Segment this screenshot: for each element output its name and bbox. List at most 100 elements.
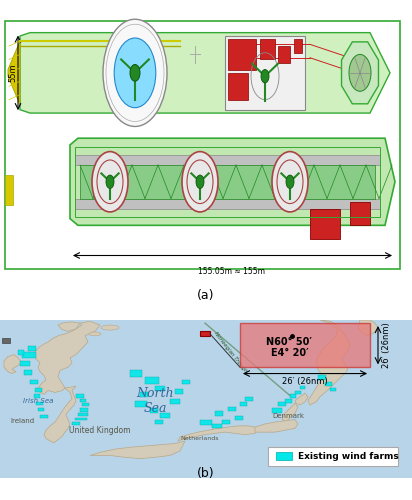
Bar (76, 394, 84, 398)
Bar (155, 386, 165, 391)
Ellipse shape (89, 332, 101, 336)
Circle shape (92, 152, 128, 212)
Bar (30, 380, 38, 384)
Bar (38, 408, 44, 412)
Bar (215, 412, 223, 416)
Bar (5, 175, 13, 205)
Ellipse shape (101, 325, 119, 330)
Bar (75, 418, 87, 420)
Text: 26′ (26nm): 26′ (26nm) (282, 378, 328, 386)
Circle shape (106, 175, 114, 188)
Polygon shape (358, 320, 378, 336)
Text: Norwegian Trough: Norwegian Trough (213, 332, 248, 374)
Bar (130, 370, 142, 376)
Text: 155.05m ≈ 155m: 155.05m ≈ 155m (199, 267, 265, 276)
Bar (272, 408, 282, 413)
Polygon shape (20, 32, 390, 113)
Text: N60° 50′
E4° 20′: N60° 50′ E4° 20′ (267, 336, 312, 358)
Text: United Kingdom: United Kingdom (69, 426, 131, 434)
Text: Denmark: Denmark (272, 413, 304, 419)
Bar (295, 390, 301, 394)
Text: Ireland: Ireland (10, 418, 34, 424)
Bar (36, 402, 43, 405)
Text: Existing wind farms: Existing wind farms (298, 452, 399, 460)
Text: Netherlands: Netherlands (181, 436, 219, 441)
Bar (182, 380, 190, 384)
Bar (75, 155, 380, 165)
Circle shape (130, 64, 140, 81)
Bar (2, 338, 10, 342)
Bar (5, 21, 400, 269)
Bar (300, 386, 305, 390)
Polygon shape (8, 41, 20, 104)
Bar (235, 416, 243, 420)
Bar (294, 40, 302, 52)
Bar (24, 370, 32, 376)
Bar (290, 394, 296, 398)
Bar (278, 402, 286, 406)
Bar (228, 407, 236, 410)
Bar (20, 361, 30, 366)
Bar (80, 399, 86, 402)
Bar (72, 422, 80, 425)
Circle shape (103, 19, 167, 126)
Bar (245, 397, 253, 402)
Bar (18, 350, 24, 354)
Polygon shape (178, 426, 258, 441)
Bar (228, 40, 256, 70)
Bar (278, 46, 290, 63)
Bar (140, 392, 148, 398)
Bar (350, 202, 370, 226)
Bar (28, 346, 36, 351)
Text: 55m: 55m (9, 64, 17, 82)
Polygon shape (255, 420, 298, 432)
Bar (135, 400, 147, 407)
Bar (240, 402, 247, 406)
Text: 26′ (26nm): 26′ (26nm) (382, 322, 391, 368)
Bar (200, 420, 212, 424)
Polygon shape (308, 320, 350, 405)
Text: Irish Sea: Irish Sea (23, 398, 53, 404)
Text: (a): (a) (197, 289, 215, 302)
Bar (155, 420, 163, 424)
Bar (75, 146, 380, 217)
Circle shape (272, 152, 308, 212)
Polygon shape (70, 138, 395, 226)
Circle shape (286, 175, 294, 188)
Text: North
Sea: North Sea (136, 386, 174, 414)
Bar (80, 408, 88, 412)
Circle shape (114, 38, 156, 108)
Bar (35, 388, 42, 392)
Polygon shape (34, 322, 100, 443)
Bar (170, 399, 180, 404)
Bar (212, 424, 222, 428)
Polygon shape (295, 393, 308, 405)
Bar (75, 198, 380, 208)
Circle shape (349, 54, 371, 92)
Bar (330, 388, 336, 391)
Bar (222, 420, 230, 424)
Bar (82, 403, 89, 406)
Text: (b): (b) (197, 466, 215, 479)
Bar (260, 40, 275, 60)
Polygon shape (58, 322, 80, 332)
Bar (318, 376, 326, 380)
Bar (160, 413, 170, 418)
Bar (276, 452, 292, 460)
Bar (40, 414, 48, 418)
Bar (310, 208, 340, 238)
Circle shape (196, 175, 204, 188)
Bar (175, 390, 183, 394)
Bar (150, 408, 158, 413)
Polygon shape (4, 354, 22, 374)
Bar (240, 323, 370, 367)
Bar (34, 394, 40, 398)
Bar (22, 352, 36, 358)
Polygon shape (342, 42, 379, 104)
Bar (285, 399, 292, 402)
Bar (268, 448, 398, 466)
Bar (325, 382, 332, 386)
Bar (228, 73, 248, 100)
Bar (78, 413, 88, 416)
Polygon shape (282, 403, 298, 422)
